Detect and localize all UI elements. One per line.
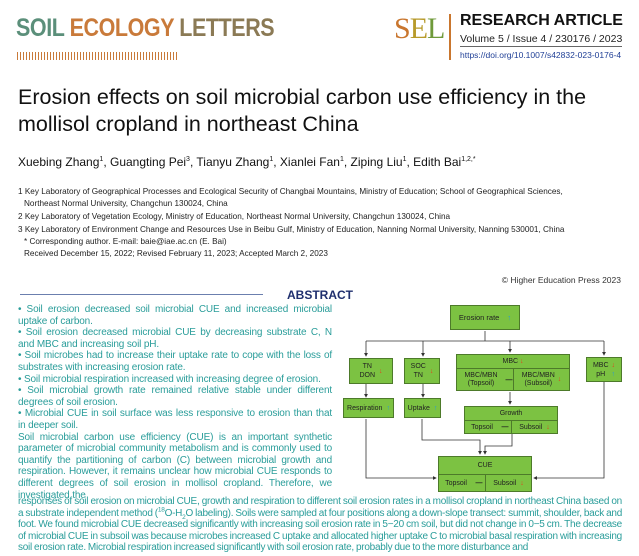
article-title: Erosion effects on soil microbial carbon… — [18, 85, 587, 136]
author: Edith Bai — [413, 155, 462, 169]
highlight: • Soil erosion decreased soil microbial … — [18, 304, 332, 327]
author-affiliation-mark: 3 — [186, 156, 190, 163]
down-arrow-icon: ↓ — [546, 424, 550, 431]
box-label: CUE — [439, 457, 531, 475]
isotope-text: O-H — [164, 507, 183, 519]
graphical-abstract: Erosion rate ↑ TN DON ↓ SOC TN ↓ MBC ↓ MBC/MB… — [340, 300, 639, 494]
up-arrow-icon: ↑ — [507, 313, 512, 322]
respiration-box: Respiration ↑ — [343, 398, 394, 418]
affiliation: 1 Key Laboratory of Geographical Process… — [18, 187, 563, 196]
isotope-sup: 18 — [157, 506, 165, 514]
erosion-rate-box: Erosion rate ↑ — [450, 305, 520, 330]
cue-box: CUE Topsoil — Subsoil ↓ — [438, 456, 532, 492]
abstract-body: Soil microbial carbon use efficiency (CU… — [18, 431, 332, 501]
author-list: Xuebing Zhang1, Guangting Pei3, Tianyu Z… — [18, 155, 476, 169]
box-label: TN — [362, 363, 372, 370]
received-dates: Received December 15, 2022; Revised Febr… — [24, 249, 328, 258]
box-label: Uptake — [407, 404, 430, 412]
up-arrow-icon: ↑ — [433, 404, 438, 412]
copyright: © Higher Education Press 2023 — [501, 275, 621, 285]
author-affiliation-mark: 1 — [269, 156, 274, 163]
box-label: Erosion rate — [458, 313, 500, 322]
abstract-body-full: responses of soil erosion on microbial C… — [18, 496, 622, 554]
author-affiliation-mark: 1,2,* — [461, 156, 476, 163]
affiliation: Northeast Normal University, Changchun 1… — [24, 199, 228, 208]
sel-logo: SEL — [394, 12, 445, 45]
volume-info: Volume 5 / Issue 4 / 230176 / 2023 — [460, 33, 623, 47]
affiliation: 2 Key Laboratory of Vegetation Ecology, … — [18, 212, 451, 221]
journal-word: LETTERS — [179, 14, 275, 42]
up-arrow-icon: ↑ — [386, 404, 390, 412]
box-label: MBC — [502, 358, 519, 365]
tn-don-box: TN DON ↓ — [349, 358, 393, 384]
author: Guangting Pei — [109, 155, 187, 169]
abstract-rule — [20, 294, 263, 295]
author: Xuebing Zhang — [18, 155, 100, 169]
mbcmbn-subsoil: MBC/MBN (Subsoil) ↓ — [513, 369, 569, 391]
subsoil-cell: Subsoil ↓ — [485, 475, 531, 492]
down-arrow-icon: ↓ — [611, 361, 616, 369]
uptake-box: Uptake ↑ — [404, 398, 441, 418]
abstract-text: responses of soil erosion on microbial C… — [18, 496, 622, 519]
no-change-dash: — — [475, 480, 483, 487]
author: Ziping Liu — [350, 155, 403, 169]
author-affiliation-mark: 1 — [402, 156, 407, 163]
journal-stripes — [17, 52, 177, 60]
no-change-dash: — — [501, 424, 509, 431]
author: Xianlei Fan — [279, 155, 340, 169]
box-label: TN — [413, 372, 423, 379]
highlight: • Soil microbial respiration increased w… — [18, 373, 321, 385]
topsoil-label: Topsoil — [445, 480, 467, 487]
highlight: • Soil microbes had to increase their up… — [18, 350, 332, 373]
box-label: SOC — [410, 363, 426, 370]
down-arrow-icon: ↓ — [379, 367, 383, 375]
journal-word: SOIL — [16, 14, 65, 42]
abstract-text: O labeling). Soils were sampled at four … — [18, 507, 623, 554]
soc-tn-box: SOC TN ↓ — [404, 358, 440, 384]
author: Tianyu Zhang — [196, 155, 270, 169]
down-arrow-icon: ↓ — [520, 358, 524, 365]
box-label: Respiration — [347, 404, 383, 412]
abstract-heading: ABSTRACT — [287, 288, 353, 302]
down-arrow-icon: ↓ — [520, 480, 524, 487]
journal-word: ECOLOGY — [69, 14, 175, 42]
mbc-box: MBC ↓ MBC/MBN (Topsoil) — MBC/MBN (Subsoil… — [456, 354, 570, 391]
growth-box: Growth Topsoil — Subsoil ↓ — [464, 406, 558, 434]
mbcmbn-topsoil: MBC/MBN (Topsoil) — [464, 372, 498, 387]
corresponding-author: * Corresponding author. E-mail: baie@iae… — [24, 237, 227, 246]
box-label: DON — [359, 372, 376, 379]
no-change-dash: — — [505, 376, 513, 384]
author-affiliation-mark: 1 — [99, 156, 104, 163]
box-label: MBC — [592, 361, 609, 369]
isotope-sub: 2 — [182, 513, 186, 521]
box-label: Growth — [465, 407, 557, 421]
highlight: • Soil microbial growth rate remained re… — [18, 385, 332, 408]
article-type: RESEARCH ARTICLE — [460, 12, 623, 29]
doi-link[interactable]: https://doi.org/10.1007/s42832-023-0176-… — [460, 50, 622, 60]
mbc-ph-box: MBC pH ↓ ↑ — [586, 357, 622, 382]
journal-name: SOIL ECOLOGY LETTERS — [16, 14, 275, 43]
abstract-left-column: • Soil erosion decreased soil microbial … — [18, 304, 332, 501]
highlight: • Soil erosion decreased microbial CUE b… — [18, 327, 332, 350]
diagram-connectors — [364, 331, 606, 480]
down-arrow-icon: ↓ — [429, 367, 434, 375]
logo-divider — [449, 14, 451, 60]
author-affiliation-mark: 1 — [339, 156, 344, 163]
up-arrow-icon: ↑ — [611, 370, 616, 378]
subsoil-cell: Subsoil ↓ — [511, 421, 557, 434]
highlight: • Microbial CUE in soil surface was less… — [18, 408, 332, 431]
affiliation: 3 Key Laboratory of Environment Change a… — [18, 225, 565, 234]
box-label: pH — [596, 370, 606, 378]
down-arrow-icon: ↓ — [557, 376, 562, 383]
topsoil-label: Topsoil — [471, 424, 493, 431]
